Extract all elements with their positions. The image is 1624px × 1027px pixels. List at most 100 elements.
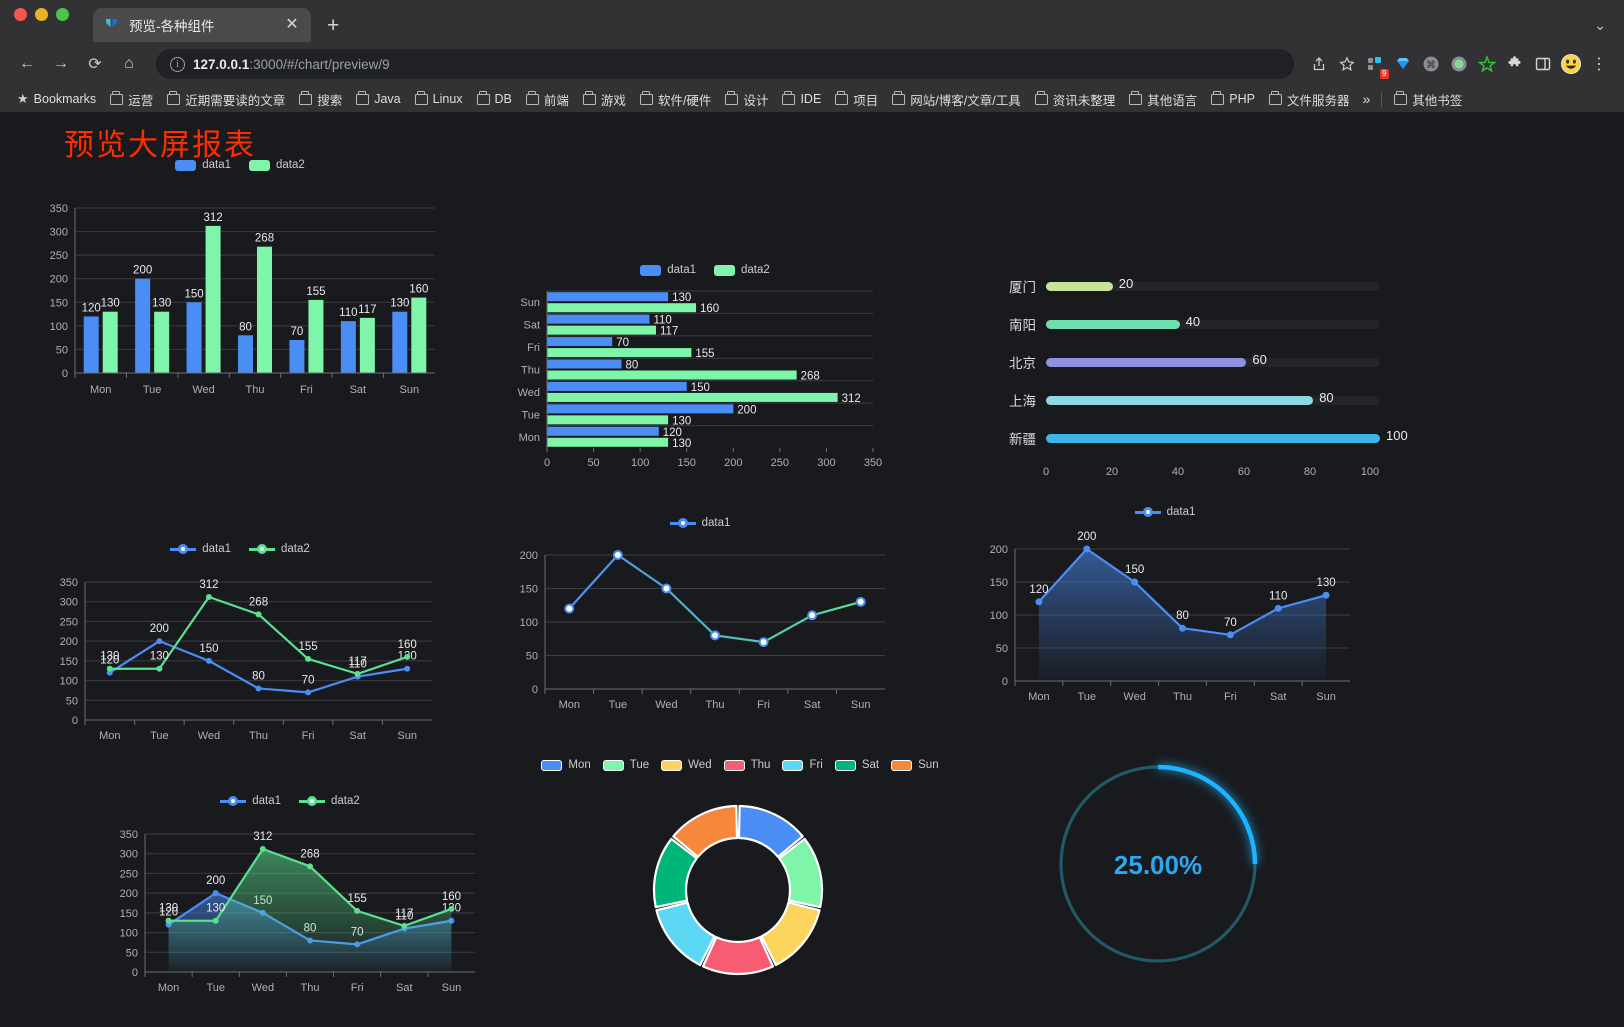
legend-item-sat[interactable]: Sat (834, 759, 879, 771)
svg-text:150: 150 (120, 908, 138, 920)
chart-line-gradient[interactable]: data1 0 50 100 150 200 Mon Tue Wed Thu Fri Sat Sun (500, 507, 900, 727)
chart-legend: data1 data2 (30, 532, 450, 566)
url-path: :3000/#/chart/preview/9 (249, 56, 390, 72)
bookmark-folder-7[interactable]: 游戏 (576, 90, 633, 109)
folder-icon (892, 91, 906, 105)
svg-text:70: 70 (302, 674, 315, 686)
bookmark-folder-14[interactable]: 其他语言 (1122, 90, 1204, 109)
legend-item-thu[interactable]: Thu (723, 759, 770, 771)
bookmark-folder-15[interactable]: PHP (1204, 91, 1262, 106)
progress-row[interactable]: 南阳 40 (990, 305, 1380, 343)
chart-gauge[interactable]: 25.00% (1040, 737, 1290, 997)
legend-label: Sun (918, 759, 939, 771)
gauge-plot: 25.00% (1059, 764, 1258, 963)
chart-bar-vertical[interactable]: data1 data2 0 50 100 150 200 250 300 350 Mon 120 1… (20, 152, 460, 422)
chart-legend: Mon Tue Wed Thu Fri Sat Sun (540, 750, 940, 780)
svg-text:200: 200 (520, 550, 538, 562)
legend-label: Mon (568, 759, 591, 771)
bookmark-folder-13[interactable]: 资讯未整理 (1028, 90, 1123, 109)
progress-row[interactable]: 新疆 100 (990, 419, 1408, 457)
legend-item-data1[interactable]: data1 (175, 159, 231, 171)
bookmark-manager-button[interactable]: ★ Bookmarks (10, 91, 103, 107)
diamond-icon[interactable] (1390, 51, 1416, 77)
avatar[interactable] (1558, 51, 1584, 77)
chart-line-basic[interactable]: data1 data2 0 50 100 150 200 250 300 350 Mon Tue W… (30, 532, 450, 757)
extension-grid-icon[interactable]: 9 (1362, 51, 1389, 79)
bookmark-folder-16[interactable]: 文件服务器 (1262, 90, 1357, 109)
progress-value: 100 (1386, 427, 1408, 443)
svg-text:Tue: Tue (150, 730, 169, 742)
maximize-window-button[interactable] (56, 8, 69, 21)
close-window-button[interactable] (14, 8, 27, 21)
bookmark-folder-6[interactable]: 前端 (519, 90, 576, 109)
bookmark-star-icon[interactable] (1334, 51, 1360, 77)
svg-text:312: 312 (842, 393, 861, 405)
chevron-down-icon[interactable]: ⌄ (1594, 17, 1606, 33)
green-circle-icon[interactable] (1446, 51, 1472, 77)
legend-item-data1[interactable]: data1 (669, 517, 730, 529)
legend-item-data2[interactable]: data2 (714, 264, 770, 276)
browser-menu-button[interactable]: ⋮ (1591, 56, 1607, 73)
legend-item-mon[interactable]: Mon (541, 759, 591, 771)
star-icon: ★ (17, 91, 29, 106)
back-button[interactable]: ← (19, 55, 35, 72)
bookmark-folder-0[interactable]: 运营 (103, 90, 160, 109)
minimize-window-button[interactable] (35, 8, 48, 21)
site-info-icon[interactable]: i (170, 56, 185, 72)
star-outline-green-icon[interactable] (1474, 51, 1500, 77)
legend-item-wed[interactable]: Wed (661, 759, 712, 771)
legend-item-data1[interactable]: data1 (170, 543, 231, 555)
reload-button[interactable]: ⟳ (88, 56, 102, 73)
forward-button[interactable]: → (53, 55, 69, 72)
bookmarks-overflow-button[interactable]: » (1362, 91, 1371, 107)
other-bookmarks-folder[interactable]: 其他书签 (1387, 90, 1469, 109)
chart-plot (652, 804, 824, 976)
bookmark-folder-2[interactable]: 搜索 (292, 90, 349, 109)
bookmark-folder-4[interactable]: Linux (408, 91, 470, 106)
new-tab-button[interactable]: + (327, 14, 340, 37)
bookmark-folder-10[interactable]: IDE (775, 91, 828, 106)
progress-row[interactable]: 上海 80 (990, 381, 1380, 419)
legend-item-data1[interactable]: data1 (1134, 506, 1195, 518)
legend-item-data1[interactable]: data1 (640, 264, 696, 276)
chart-area-double[interactable]: data1 data2 0 50 100 150 200 250 300 350 Mon Tue W… (90, 784, 490, 1009)
svg-text:Sat: Sat (1270, 691, 1287, 703)
chart-bar-horizontal[interactable]: data1 data2 0 50 100 150 200 250 300 350 Sun 130 1… (505, 257, 905, 487)
svg-text:Wed: Wed (198, 730, 220, 742)
legend-item-tue[interactable]: Tue (602, 759, 649, 771)
bookmark-folder-9[interactable]: 设计 (718, 90, 775, 109)
legend-item-data2[interactable]: data2 (249, 159, 305, 171)
chart-progress-bars[interactable]: 厦门 20 南阳 40 北京 60 上海 80 新疆 100 0 20 40 60 80 100 (990, 267, 1408, 502)
home-button[interactable]: ⌂ (124, 55, 134, 72)
browser-tab[interactable]: 预览-各种组件 ✕ (93, 8, 311, 42)
puzzle-extension-icon[interactable] (1502, 51, 1528, 77)
progress-row[interactable]: 厦门 20 (990, 267, 1380, 305)
legend-item-sun[interactable]: Sun (891, 759, 939, 771)
bookmark-label: 网站/博客/文章/工具 (910, 93, 1021, 108)
command-icon[interactable]: ⌘ (1418, 51, 1444, 77)
legend-item-data2[interactable]: data2 (249, 543, 310, 555)
legend-item-data2[interactable]: data2 (299, 795, 360, 807)
bookmark-folder-3[interactable]: Java (349, 91, 407, 106)
svg-text:110: 110 (348, 659, 366, 671)
address-bar[interactable]: i 127.0.0.1:3000/#/chart/preview/9 (156, 49, 1294, 79)
close-icon[interactable]: ✕ (285, 16, 299, 33)
sidepanel-icon[interactable] (1530, 51, 1556, 77)
legend-item-fri[interactable]: Fri (782, 759, 823, 771)
progress-track: 40 (1046, 314, 1380, 329)
bookmark-folder-1[interactable]: 近期需要读的文章 (160, 90, 292, 109)
chart-donut[interactable]: Mon Tue Wed Thu Fri Sat Sun (540, 750, 940, 1010)
svg-text:80: 80 (239, 321, 252, 333)
bookmark-folder-5[interactable]: DB (470, 91, 519, 106)
progress-row[interactable]: 北京 60 (990, 343, 1380, 381)
chart-area-single[interactable]: data1 0 50 100 150 200 Mon Tue Wed Thu Fri Sat Sun 1… (965, 497, 1365, 717)
legend-item-data1[interactable]: data1 (220, 795, 281, 807)
svg-text:Thu: Thu (301, 982, 320, 994)
bookmark-folder-12[interactable]: 网站/博客/文章/工具 (885, 90, 1027, 109)
legend-swatch (1134, 507, 1161, 517)
bookmark-folder-11[interactable]: 项目 (828, 90, 885, 109)
bookmark-folder-8[interactable]: 软件/硬件 (633, 90, 718, 109)
share-icon[interactable] (1306, 51, 1332, 77)
svg-text:160: 160 (442, 891, 461, 903)
svg-text:150: 150 (678, 457, 696, 469)
